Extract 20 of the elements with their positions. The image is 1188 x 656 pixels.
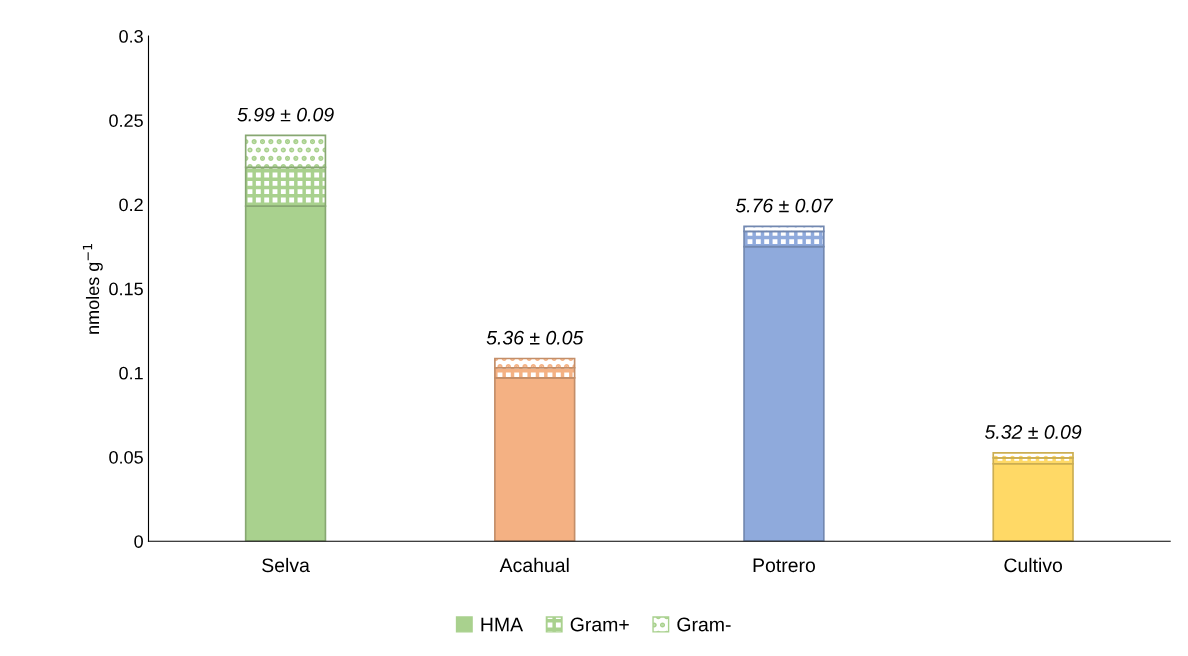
y-tick-label: 0.25	[109, 114, 143, 127]
legend-label: Gram+	[570, 617, 629, 632]
y-tick-label: 0.05	[109, 450, 143, 464]
legend-label: Gram-	[677, 617, 731, 632]
x-tick-label: Acahual	[499, 557, 569, 573]
y-tick-label: 0.1	[119, 366, 143, 380]
annotation: 5.32 ± 0.09	[984, 425, 1082, 439]
annotation: 5.99 ± 0.09	[237, 107, 334, 122]
x-tick-label: Cultivo	[1004, 557, 1063, 573]
annotation: 5.76 ± 0.07	[735, 198, 834, 213]
x-tick-label: Selva	[262, 557, 310, 573]
legend-label: HMA	[481, 617, 524, 632]
y-tick-label: 0	[134, 535, 143, 548]
y-axis-title: nmoles g$^{−1}$	[82, 244, 103, 334]
annotation: 5.36 ± 0.05	[486, 330, 584, 345]
y-tick-label: 0.2	[119, 198, 143, 212]
y-tick-label: 0.15	[109, 282, 143, 296]
bar	[992, 462, 1074, 542]
x-tick-label: Potrero	[753, 558, 815, 573]
y-tick-label: 0.3	[119, 30, 143, 43]
